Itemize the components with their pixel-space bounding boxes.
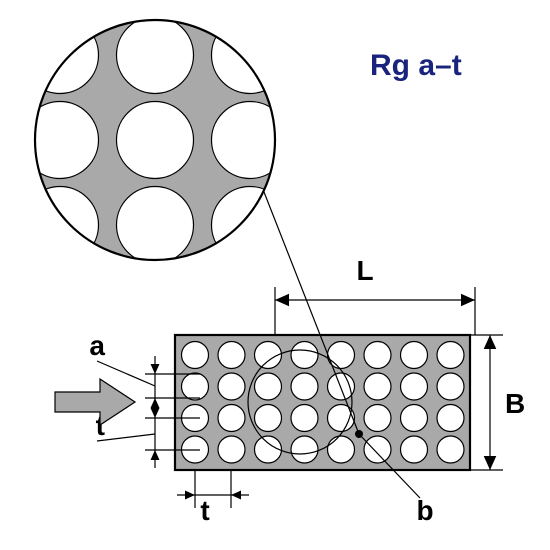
magnifier-detail (22, 17, 289, 264)
arrowhead (275, 294, 289, 307)
arrowhead (151, 408, 160, 418)
plate-hole (182, 373, 209, 400)
arrowhead (231, 491, 241, 500)
arrowhead (151, 398, 160, 408)
plate-hole (218, 405, 245, 432)
plate-hole (255, 373, 282, 400)
plate-hole (437, 373, 464, 400)
plate-hole (364, 342, 391, 369)
arrowhead (484, 456, 497, 470)
mag-hole (117, 187, 194, 264)
plate-hole (437, 436, 464, 463)
plate-hole (437, 405, 464, 432)
mag-hole (22, 187, 99, 264)
plate-hole (218, 436, 245, 463)
label-L: L (356, 255, 373, 286)
mag-hole (22, 17, 99, 94)
arrowhead (185, 491, 195, 500)
plate-hole (255, 405, 282, 432)
plate-hole (291, 405, 318, 432)
arrowhead (484, 335, 497, 349)
plate-hole (291, 436, 318, 463)
mag-hole (117, 102, 194, 179)
plate-hole (437, 342, 464, 369)
arrowhead (151, 450, 160, 460)
plate-hole (401, 405, 428, 432)
plate-hole (364, 436, 391, 463)
label-a: a (89, 330, 105, 361)
label-b: b (416, 495, 433, 526)
label-t-h: t (200, 495, 209, 526)
plate-hole (328, 405, 355, 432)
plate-hole (291, 342, 318, 369)
title-text: Rg a–t (370, 49, 462, 82)
dimension-t-horizontal: t (177, 470, 249, 526)
arrowhead (151, 364, 160, 374)
label-B: B (505, 388, 525, 419)
plate-hole (291, 373, 318, 400)
plate-hole (218, 373, 245, 400)
arrowhead (461, 294, 475, 307)
diagram-svg: Rg a–tLBattb (0, 0, 550, 550)
plate-hole (364, 405, 391, 432)
plate-hole (401, 373, 428, 400)
plate-hole (401, 436, 428, 463)
plate-hole (218, 342, 245, 369)
dimension-B: B (470, 335, 525, 470)
plate-hole (328, 436, 355, 463)
mag-hole (117, 17, 194, 94)
plate-hole (364, 373, 391, 400)
plate-hole (182, 342, 209, 369)
mag-hole (212, 102, 289, 179)
mag-hole (22, 102, 99, 179)
plate-hole (401, 342, 428, 369)
mag-hole (212, 17, 289, 94)
plate-hole (328, 373, 355, 400)
